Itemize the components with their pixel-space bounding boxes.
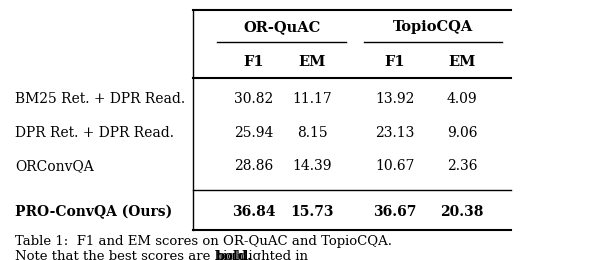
Text: 13.92: 13.92 — [375, 92, 414, 106]
Text: 20.38: 20.38 — [441, 205, 483, 219]
Text: EM: EM — [449, 55, 476, 69]
Text: OR-QuAC: OR-QuAC — [243, 20, 320, 34]
Text: EM: EM — [299, 55, 326, 69]
Text: 36.67: 36.67 — [373, 205, 416, 219]
Text: 36.84: 36.84 — [232, 205, 276, 219]
Text: F1: F1 — [384, 55, 405, 69]
Text: PRO-ConvQA (Ours): PRO-ConvQA (Ours) — [15, 205, 173, 219]
Text: 15.73: 15.73 — [290, 205, 334, 219]
Text: BM25 Ret. + DPR Read.: BM25 Ret. + DPR Read. — [15, 92, 185, 106]
Text: 11.17: 11.17 — [293, 92, 332, 106]
Text: 28.86: 28.86 — [234, 159, 274, 173]
Text: 10.67: 10.67 — [375, 159, 414, 173]
Text: DPR Ret. + DPR Read.: DPR Ret. + DPR Read. — [15, 126, 174, 140]
Text: 4.09: 4.09 — [447, 92, 477, 106]
Text: TopioCQA: TopioCQA — [393, 20, 473, 34]
Text: 23.13: 23.13 — [375, 126, 414, 140]
Text: 9.06: 9.06 — [447, 126, 477, 140]
Text: 14.39: 14.39 — [293, 159, 332, 173]
Text: 30.82: 30.82 — [234, 92, 274, 106]
Text: F1: F1 — [244, 55, 264, 69]
Text: ORConvQA: ORConvQA — [15, 159, 94, 173]
Text: Table 1:  F1 and EM scores on OR-QuAC and TopioCQA.: Table 1: F1 and EM scores on OR-QuAC and… — [15, 235, 392, 248]
Text: 8.15: 8.15 — [297, 126, 327, 140]
Text: 25.94: 25.94 — [234, 126, 274, 140]
Text: bold.: bold. — [215, 250, 252, 260]
Text: 2.36: 2.36 — [447, 159, 477, 173]
Text: Note that the best scores are highlighted in: Note that the best scores are highlighte… — [15, 250, 313, 260]
